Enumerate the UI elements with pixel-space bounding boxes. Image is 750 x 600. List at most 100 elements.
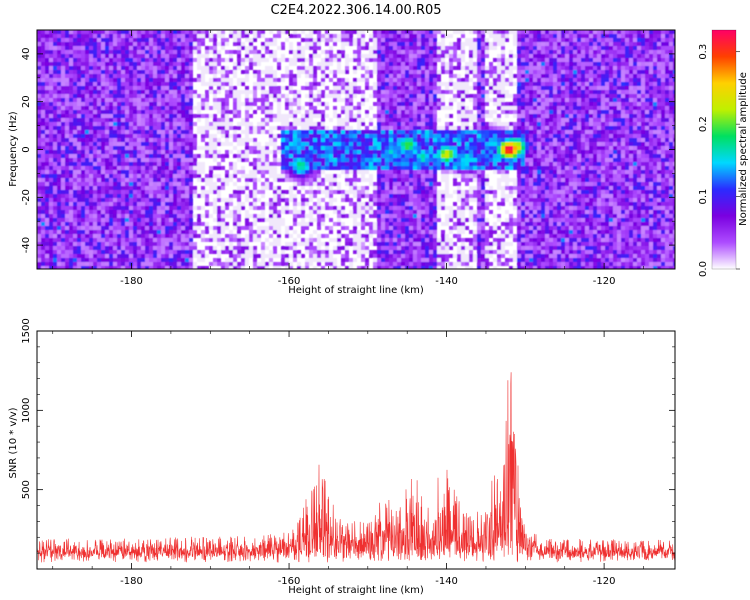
spectrogram-cell [361,142,365,146]
spectrogram-cell [37,74,41,78]
spectrogram-cell [321,190,325,194]
spectrogram-cell [409,170,413,174]
spectrogram-cell [301,158,305,162]
spectrogram-cell [217,222,221,226]
spectrogram-cell [57,154,61,158]
spectrogram-cell [273,74,277,78]
spectrogram-cell [293,30,297,34]
spectrogram-cell [349,90,353,94]
spectrogram-cell [97,194,101,198]
spectrogram-cell [101,94,105,98]
spectrogram-cell [377,234,381,238]
spectrogram-cell [317,30,321,34]
spectrogram-cell [189,258,193,262]
spectrogram-cell [313,230,317,234]
spectrogram-cell [177,130,181,134]
spectrogram-cell [409,258,413,262]
spectrogram-cell [77,250,81,254]
spectrogram-cell [81,202,85,206]
spectrogram-cell [393,66,397,70]
spectrogram-cell [281,190,285,194]
spectrogram-cell [145,210,149,214]
spectrogram-cell [245,142,249,146]
spectrogram-cell [49,238,53,242]
spectrogram-cell [57,34,61,38]
spectrogram-cell [157,122,161,126]
spectrogram-cell [113,82,117,86]
spectrogram-cell [245,226,249,230]
spectrogram-cell [369,138,373,142]
spectrogram-cell [177,86,181,90]
spectrogram-cell [109,166,113,170]
spectrogram-cell [273,222,277,226]
spectrogram-cell [257,266,261,269]
spectrogram-cell [113,194,117,198]
spectrogram-cell [81,138,85,142]
spectrogram-cell [177,166,181,170]
spectrogram-cell [105,214,109,218]
spectrogram-cell [341,126,345,130]
spectrogram-cell [377,78,381,82]
spectrogram-cell [37,198,41,202]
spectrogram-cell [193,262,197,266]
spectrogram-cell [153,122,157,126]
spectrogram-cell [373,102,377,106]
spectrogram-cell [137,110,141,114]
spectrogram-cell [157,54,161,58]
spectrogram-cell [105,150,109,154]
spectrogram-cell [109,182,113,186]
spectrogram-cell [245,242,249,246]
spectrogram-cell [93,182,97,186]
spectrogram-cell [257,254,261,258]
spectrogram-cell [145,134,149,138]
spectrogram-cell [325,150,329,154]
spectrogram-cell [221,178,225,182]
spectrogram-cell [405,218,409,222]
spectrogram-cell [177,190,181,194]
spectrogram-cell [417,118,421,122]
spectrogram-cell [89,46,93,50]
spectrogram-cell [365,46,369,50]
spectrogram-cell [57,86,61,90]
spectrogram-cell [49,222,53,226]
spectrogram-cell [173,78,177,82]
spectrogram-cell [421,34,425,38]
spectrogram-cell [89,246,93,250]
spectrogram-cell [333,86,337,90]
spectrogram-cell [193,214,197,218]
spectrogram-cell [301,174,305,178]
spectrogram-cell [405,78,409,82]
spectrogram-cell [381,154,385,158]
spectrogram-cell [417,182,421,186]
spectrogram-cell [105,82,109,86]
spectrogram-cell [97,266,101,269]
spectrogram-cell [357,254,361,258]
spectrogram-cell [157,150,161,154]
spectrogram-cell [189,58,193,62]
spectrogram-cell [161,158,165,162]
spectrogram-cell [205,238,209,242]
spectrogram-cell [381,54,385,58]
spectrogram-cell [49,54,53,58]
spectrogram-cell [257,230,261,234]
spectrogram-cell [77,158,81,162]
spectrogram-cell [169,262,173,266]
spectrogram-cell [333,238,337,242]
spectrogram-cell [277,178,281,182]
spectrogram-cell [193,186,197,190]
spectrogram-cell [393,158,397,162]
spectrogram-cell [381,242,385,246]
spectrogram-cell [405,246,409,250]
spectrogram-cell [137,158,141,162]
spectrogram-cell [261,154,265,158]
spectrogram-cell [293,130,297,134]
spectrogram-cell [145,254,149,258]
spectrogram-cell [321,114,325,118]
spectrogram-cell [341,130,345,134]
spectrogram-cell [349,154,353,158]
spectrogram-cell [157,234,161,238]
spectrogram-cell [229,210,233,214]
spectrogram-cell [141,150,145,154]
spectrogram-cell [41,94,45,98]
spectrogram-cell [365,266,369,269]
